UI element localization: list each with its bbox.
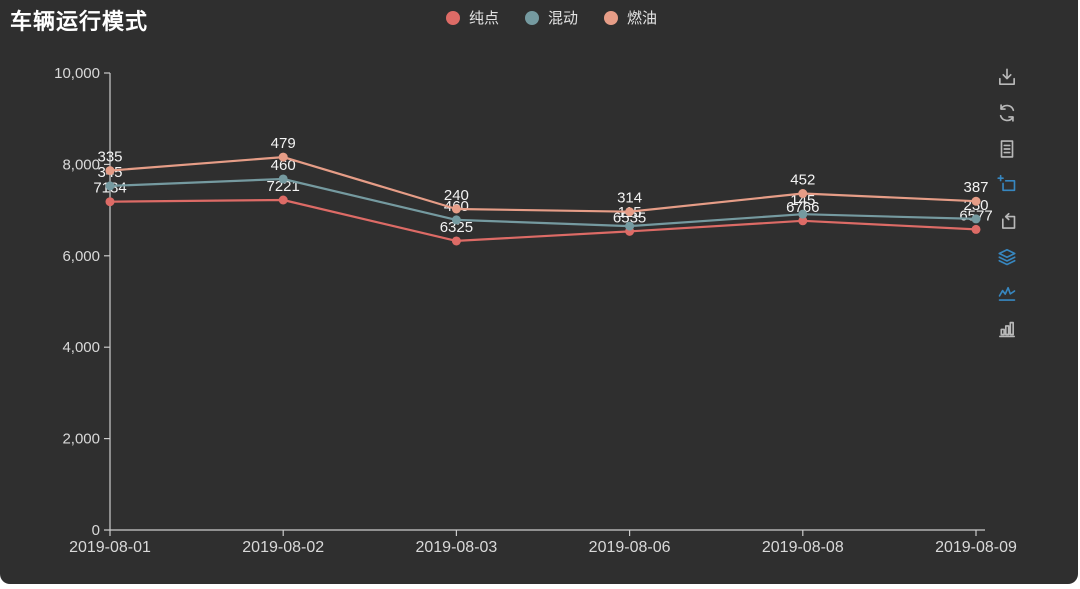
point-label: 387 xyxy=(963,179,988,196)
legend-item-0[interactable]: 纯点 xyxy=(446,7,499,28)
y-axis-label: 8,000 xyxy=(62,156,100,173)
legend-item-label: 燃油 xyxy=(627,10,658,27)
data-point[interactable] xyxy=(625,207,635,217)
point-label: 240 xyxy=(444,187,469,204)
save-image-icon xyxy=(999,68,1015,85)
data-view-icon xyxy=(1000,140,1014,158)
zoom-reset-icon xyxy=(1001,212,1016,229)
data-view-button[interactable] xyxy=(996,138,1018,160)
line-chart-button[interactable] xyxy=(996,282,1018,304)
legend-item-label: 混动 xyxy=(548,10,579,27)
data-point[interactable] xyxy=(451,215,461,225)
point-label: 7221 xyxy=(267,178,300,195)
data-point[interactable] xyxy=(451,204,461,214)
x-axis-label: 2019-08-06 xyxy=(589,539,671,556)
y-axis-label: 6,000 xyxy=(62,248,100,265)
legend-marker-icon xyxy=(525,10,540,25)
legend-item-2[interactable]: 燃油 xyxy=(604,7,657,28)
point-label: 145 xyxy=(790,192,815,209)
data-point[interactable] xyxy=(105,197,115,207)
legend-marker-icon xyxy=(604,10,619,25)
data-point[interactable] xyxy=(798,216,808,226)
legend: 纯点 混动 燃油 xyxy=(446,7,657,28)
toolbar xyxy=(996,66,1018,340)
y-axis-label: 0 xyxy=(92,522,100,539)
data-point[interactable] xyxy=(451,236,461,246)
x-axis-label: 2019-08-01 xyxy=(69,539,151,556)
point-label: 479 xyxy=(271,135,296,152)
point-label: 335 xyxy=(97,149,122,166)
restore-icon xyxy=(999,104,1015,122)
data-point[interactable] xyxy=(971,224,981,234)
series-line-0[interactable] xyxy=(108,198,978,242)
legend-item-1[interactable]: 混动 xyxy=(525,7,578,28)
zoom-select-button[interactable] xyxy=(996,174,1018,196)
point-label: 6766 xyxy=(786,199,819,216)
chart-title: 车辆运行模式 xyxy=(10,9,149,34)
point-label: 452 xyxy=(790,172,815,189)
x-axis-label: 2019-08-03 xyxy=(415,539,497,556)
x-axis-label: 2019-08-09 xyxy=(935,539,1017,556)
data-point[interactable] xyxy=(798,189,808,199)
x-axis-label: 2019-08-08 xyxy=(762,539,844,556)
stack-toggle-icon xyxy=(998,248,1016,266)
save-image-button[interactable] xyxy=(996,66,1018,88)
data-point[interactable] xyxy=(971,214,981,224)
point-label: 460 xyxy=(271,157,296,174)
data-point[interactable] xyxy=(798,209,808,219)
y-axis-label: 2,000 xyxy=(62,431,100,448)
y-axis-label: 10,000 xyxy=(54,65,100,82)
series-line-1[interactable] xyxy=(108,177,978,228)
data-point[interactable] xyxy=(278,174,288,184)
restore-button[interactable] xyxy=(996,102,1018,124)
line-chart-icon xyxy=(998,286,1016,301)
data-point[interactable] xyxy=(971,196,981,206)
stack-toggle-button[interactable] xyxy=(996,246,1018,268)
series-line-2[interactable] xyxy=(108,156,978,213)
point-label: 314 xyxy=(617,190,642,207)
zoom-reset-button[interactable] xyxy=(996,210,1018,232)
point-label: 6325 xyxy=(440,219,473,236)
legend-marker-icon xyxy=(446,10,460,25)
x-axis-label: 2019-08-02 xyxy=(242,539,324,556)
legend-item-label: 纯点 xyxy=(469,10,500,27)
data-point[interactable] xyxy=(625,221,635,231)
zoom-select-icon xyxy=(997,174,1016,192)
data-point[interactable] xyxy=(105,181,115,191)
data-point[interactable] xyxy=(278,152,288,162)
bar-chart-icon xyxy=(999,321,1015,338)
data-point[interactable] xyxy=(278,195,288,205)
point-label: 6535 xyxy=(613,209,646,226)
bar-chart-button[interactable] xyxy=(996,318,1018,340)
data-point[interactable] xyxy=(105,166,115,176)
y-axis-label: 4,000 xyxy=(62,339,100,356)
